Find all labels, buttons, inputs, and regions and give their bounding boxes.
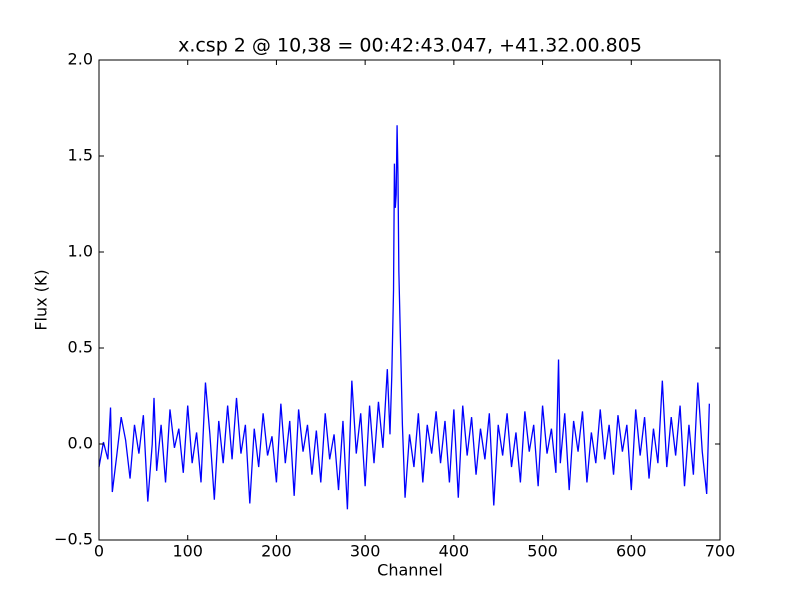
y-tick-label: −0.5 [54, 530, 93, 549]
y-tick-label: 0.0 [68, 434, 93, 453]
x-tick-label: 400 [439, 542, 470, 561]
y-tick-label: 2.0 [68, 50, 93, 69]
y-tick-label: 0.5 [68, 338, 93, 357]
data-line [98, 125, 710, 510]
x-axis-label: Channel [377, 561, 443, 580]
y-tick-label: 1.0 [68, 242, 93, 261]
chart-title: x.csp 2 @ 10,38 = 00:42:43.047, +41.32.0… [178, 35, 642, 57]
x-tick-label: 500 [527, 542, 558, 561]
y-tick-label: 1.5 [68, 146, 93, 165]
y-axis-label: Flux (K) [32, 269, 51, 330]
x-tick-label: 300 [350, 542, 381, 561]
x-tick-label: 0 [94, 542, 104, 561]
x-tick-label: 200 [261, 542, 292, 561]
x-tick-label: 600 [616, 542, 647, 561]
x-tick-label: 100 [172, 542, 203, 561]
plot-frame [98, 59, 721, 541]
x-tick-label: 700 [705, 542, 736, 561]
